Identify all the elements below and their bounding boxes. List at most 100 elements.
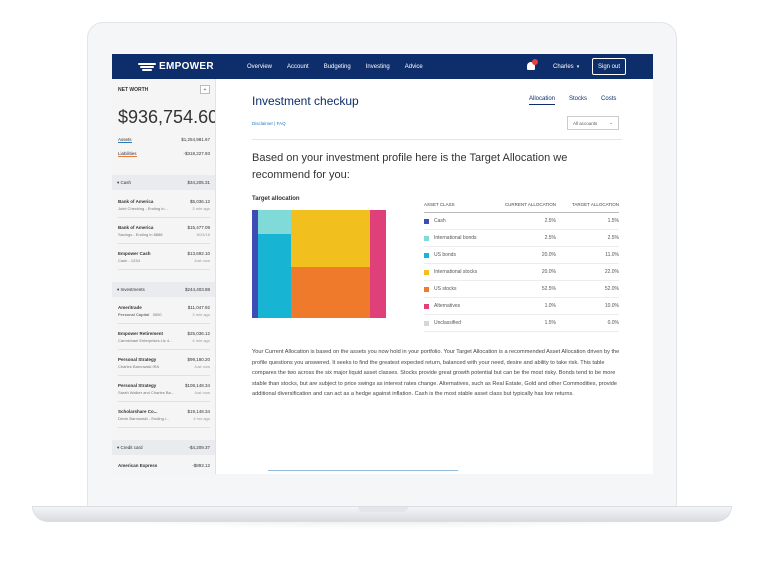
account-sub: Devin Barnowski - Ending i... [118, 416, 170, 421]
account-item[interactable]: Personal Strategy Charles Barnowski IRA … [118, 354, 210, 376]
table-row: International stocks 20.0% 22.0% [424, 264, 619, 281]
header-current: CURRENT ALLOCATION [504, 201, 556, 207]
disclaimer-link[interactable]: Disclaimer | FAQ [252, 121, 286, 126]
target-value: 1.5% [607, 218, 619, 224]
account-sub: Personal Capital 0000 [118, 312, 162, 317]
account-select-value: All accounts [573, 120, 598, 126]
chevron-down-icon: ▾ [117, 286, 121, 292]
current-value: 20.0% [541, 252, 556, 258]
account-time: Just now [194, 364, 210, 369]
laptop-notch [358, 507, 408, 512]
account-sub: Joint Checking - Ending in... [118, 206, 168, 211]
table-row: US stocks 52.5% 52.0% [424, 281, 619, 298]
liabilities-row[interactable]: Liabilities -$318,227.93 [118, 151, 210, 157]
nav-budgeting[interactable]: Budgeting [323, 63, 351, 70]
account-time: Just now [194, 258, 210, 263]
nav-links: Overview Account Budgeting Investing Adv… [247, 54, 423, 79]
account-sub: Cash - 1234 [118, 258, 140, 263]
liabilities-value: -$318,227.93 [183, 151, 210, 156]
account-sub: Charles Barnowski IRA [118, 364, 160, 369]
sign-out-button[interactable]: Sign out [592, 58, 626, 75]
account-time: 3 min ago [192, 206, 210, 211]
account-time: 3 min ago [192, 312, 210, 317]
treemap-international-stocks [291, 210, 370, 267]
chevron-down-icon: ▾ [576, 63, 580, 70]
section-cash[interactable]: ▾ Cash $34,205.31 [112, 175, 215, 190]
table-row: Unclassified 1.5% 0.0% [424, 315, 619, 332]
table-header: ASSET CLASS CURRENT ALLOCATION TARGET AL… [424, 196, 619, 213]
table-row: International bonds 2.5% 2.5% [424, 230, 619, 247]
account-item[interactable]: Scholarshare Co... Devin Barnowski - End… [118, 406, 210, 428]
treemap-unclassified [386, 210, 392, 318]
chevron-down-icon: ▾ [117, 444, 121, 450]
page-title: Investment checkup [252, 94, 359, 108]
account-name: American Express [118, 463, 158, 468]
tab-allocation[interactable]: Allocation [529, 96, 556, 105]
account-item[interactable]: Empower Retirement Carmichael Enterprise… [118, 328, 210, 350]
app-screen: EMPOWER Overview Account Budgeting Inves… [112, 54, 653, 474]
liabilities-label: Liabilities [118, 151, 137, 157]
logo[interactable]: EMPOWER [138, 54, 214, 79]
account-balance: $11,047.92 [187, 305, 210, 310]
chevron-down-icon: ⌄ [609, 120, 613, 125]
assets-row[interactable]: Assets $1,254,981.67 [118, 137, 210, 143]
asset-name: US stocks [434, 286, 457, 292]
section-total: $244,403.88 [184, 287, 210, 292]
account-balance: $99,180.20 [187, 357, 210, 362]
table-row: Cash 2.5% 1.5% [424, 213, 619, 230]
legend-swatch [424, 303, 429, 309]
section-total: $34,205.31 [187, 180, 210, 185]
account-item[interactable]: Personal Strategy Sarah Walker and Charl… [118, 380, 210, 402]
target-value: 2.5% [607, 235, 619, 241]
top-nav: EMPOWER Overview Account Budgeting Inves… [112, 54, 653, 79]
user-name: Charles [553, 63, 574, 70]
account-balance: $15,477.09 [187, 225, 210, 230]
asset-name: International stocks [434, 269, 478, 275]
nav-account[interactable]: Account [287, 63, 309, 70]
account-item[interactable]: Bank of America Joint Checking - Ending … [118, 196, 210, 218]
bell-icon[interactable] [526, 59, 538, 72]
account-name: Bank of America [118, 225, 154, 230]
account-name: Ameritrade [118, 305, 142, 310]
nav-overview[interactable]: Overview [247, 63, 273, 70]
treemap-international-bonds [258, 210, 291, 234]
account-name: Personal Strategy [118, 357, 157, 362]
section-credit-card[interactable]: ▾ Credit card -$4,209.37 [112, 440, 215, 455]
account-balance: $19,148.34 [187, 409, 210, 414]
account-item[interactable]: Empower Cash Cash - 1234 $13,692.10 Just… [118, 248, 210, 270]
current-value: 2.5% [544, 235, 556, 241]
account-name: Empower Cash [118, 251, 151, 256]
target-value: 11.0% [605, 252, 619, 258]
asset-name: International bonds [434, 235, 477, 241]
tab-bar: Allocation Stocks Costs [529, 96, 616, 105]
table-row: US bonds 20.0% 11.0% [424, 247, 619, 264]
net-worth-label: NET WORTH [118, 87, 149, 93]
add-account-button[interactable]: + [200, 85, 210, 94]
account-item[interactable]: Ameritrade Personal Capital 0000 $11,047… [118, 302, 210, 324]
section-investments[interactable]: ▾ Investments $244,403.88 [112, 282, 215, 297]
user-menu[interactable]: Charles ▾ [553, 54, 579, 79]
tab-costs[interactable]: Costs [601, 96, 617, 102]
account-sub: Sarah Walker and Charles Ba... [118, 390, 175, 395]
account-name: Personal Strategy [118, 383, 157, 388]
tab-stocks[interactable]: Stocks [569, 96, 588, 102]
account-balance: $13,692.10 [187, 251, 210, 256]
account-item[interactable]: American Express -$893.12 [118, 460, 210, 474]
current-value: 2.5% [544, 218, 556, 224]
account-item[interactable]: Bank of America Savings - Ending in 8888… [118, 222, 210, 244]
section-name: Investments [120, 286, 145, 292]
target-value: 10.0% [604, 303, 619, 309]
nav-advice[interactable]: Advice [404, 63, 423, 70]
sidebar: NET WORTH + $936,754.60 Assets $1,254,98… [112, 79, 216, 474]
account-name: Bank of America [118, 199, 154, 204]
legend-swatch [424, 252, 429, 258]
assets-value: $1,254,981.67 [181, 137, 210, 142]
laptop-base [32, 506, 732, 522]
nav-investing[interactable]: Investing [365, 63, 390, 70]
account-select[interactable]: All accounts ⌄ [567, 116, 619, 130]
net-worth-value: $936,754.60 [118, 107, 216, 127]
account-sub-number: 0000 [152, 312, 162, 317]
divider [252, 139, 622, 140]
account-time: 4 hrs ago [193, 416, 210, 421]
asset-name: US bonds [434, 252, 456, 258]
